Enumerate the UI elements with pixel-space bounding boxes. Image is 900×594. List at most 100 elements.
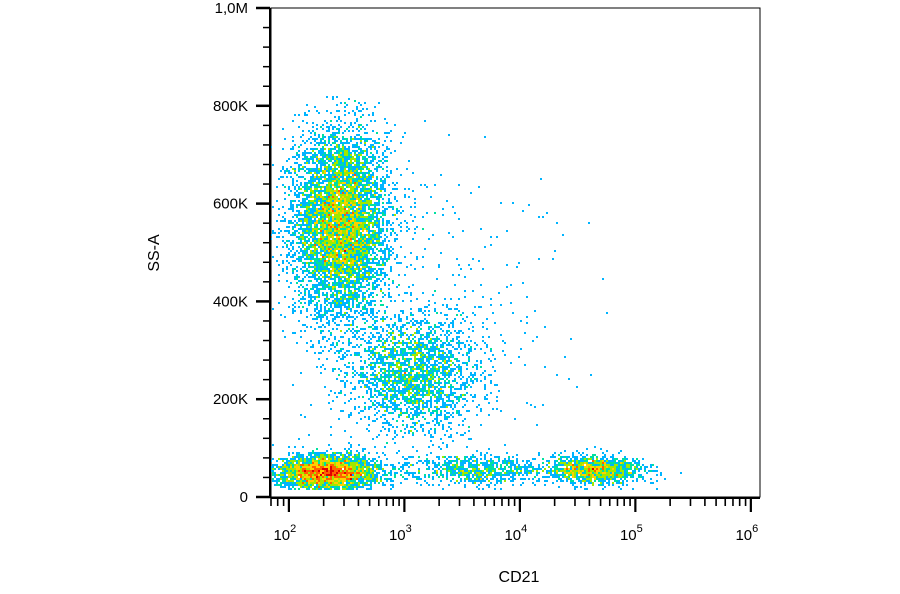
event-dot [378, 220, 380, 222]
event-dot [314, 232, 316, 234]
event-dot [370, 216, 372, 218]
event-dot [272, 466, 274, 468]
event-dot [304, 482, 306, 484]
event-dot [372, 270, 374, 272]
event-dot [390, 474, 392, 476]
event-dot [300, 302, 302, 304]
event-dot [366, 148, 368, 150]
event-dot [388, 326, 390, 328]
event-dot [340, 276, 342, 278]
event-dot [324, 258, 326, 260]
event-dot [330, 334, 332, 336]
event-dot [364, 278, 366, 280]
event-dot [346, 204, 348, 206]
event-dot [366, 258, 368, 260]
event-dot [284, 474, 286, 476]
event-dot [376, 332, 378, 334]
event-dot [334, 134, 336, 136]
event-dot [368, 462, 370, 464]
event-dot [376, 472, 378, 474]
event-dot [378, 380, 380, 382]
event-dot [306, 456, 308, 458]
event-dot [408, 352, 410, 354]
event-dot [320, 456, 322, 458]
event-dot [328, 458, 330, 460]
event-dot [382, 372, 384, 374]
event-dot [320, 308, 322, 310]
event-dot [466, 378, 468, 380]
event-dot [322, 482, 324, 484]
event-dot [334, 194, 336, 196]
event-dot [358, 192, 360, 194]
event-dot [400, 466, 402, 468]
event-dot [318, 300, 320, 302]
event-dot [330, 214, 332, 216]
event-dot [356, 144, 358, 146]
event-dot [346, 456, 348, 458]
event-dot [350, 136, 352, 138]
event-dot [364, 274, 366, 276]
event-dot [348, 306, 350, 308]
event-dot [286, 240, 288, 242]
event-dot [386, 156, 388, 158]
event-dot [342, 454, 344, 456]
event-dot [318, 456, 320, 458]
event-dot [354, 218, 356, 220]
event-dot [308, 462, 310, 464]
event-dot [312, 476, 314, 478]
event-dot [340, 160, 342, 162]
event-dot [348, 142, 350, 144]
event-dot [342, 216, 344, 218]
event-dot [360, 240, 362, 242]
event-dot [312, 244, 314, 246]
event-dot [294, 260, 296, 262]
event-dot [286, 246, 288, 248]
event-dot [342, 478, 344, 480]
event-dot [342, 136, 344, 138]
event-dot [374, 222, 376, 224]
event-dot [312, 176, 314, 178]
event-dot [330, 262, 332, 264]
event-dot [316, 128, 318, 130]
event-dot [318, 272, 320, 274]
event-dot [304, 486, 306, 488]
event-dot [396, 384, 398, 386]
event-dot [350, 202, 352, 204]
event-dot [360, 242, 362, 244]
event-dot [348, 158, 350, 160]
event-dot [312, 196, 314, 198]
event-dot [384, 272, 386, 274]
event-dot [290, 234, 292, 236]
event-dot [350, 458, 352, 460]
event-dot [280, 484, 282, 486]
event-dot [390, 406, 392, 408]
event-dot [338, 156, 340, 158]
event-dot [358, 252, 360, 254]
event-dot [366, 154, 368, 156]
event-dot [438, 408, 440, 410]
event-dot [334, 260, 336, 262]
event-dot [298, 484, 300, 486]
event-dot [350, 160, 352, 162]
event-dot [318, 288, 320, 290]
event-dot [406, 410, 408, 412]
event-dot [408, 286, 410, 288]
event-dot [344, 170, 346, 172]
event-dot [362, 456, 364, 458]
event-dot [474, 396, 476, 398]
event-dot [406, 398, 408, 400]
event-dot [324, 210, 326, 212]
event-dot [452, 354, 454, 356]
event-dot [324, 164, 326, 166]
event-dot [342, 456, 344, 458]
event-dot [290, 264, 292, 266]
event-dot [368, 470, 370, 472]
event-dot [436, 346, 438, 348]
event-dot [296, 456, 298, 458]
event-dot [376, 262, 378, 264]
event-dot [390, 366, 392, 368]
event-dot [374, 156, 376, 158]
event-dot [324, 202, 326, 204]
event-dot [376, 220, 378, 222]
event-dot [376, 286, 378, 288]
